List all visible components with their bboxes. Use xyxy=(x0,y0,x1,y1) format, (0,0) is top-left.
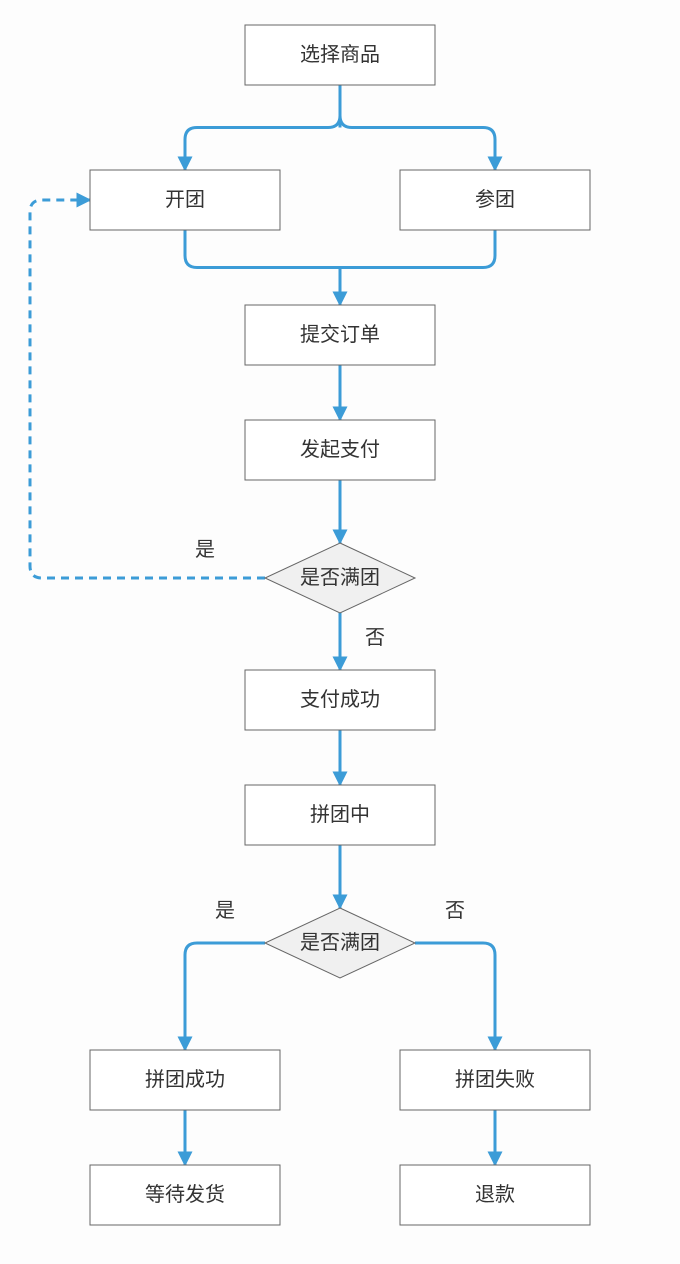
node-label-refund: 退款 xyxy=(475,1183,515,1206)
edge-select-join xyxy=(340,116,495,171)
node-label-full2: 是否满团 xyxy=(300,931,380,954)
node-label-open: 开团 xyxy=(165,189,205,211)
label-full1-yes: 是 xyxy=(195,539,215,561)
node-label-paid: 支付成功 xyxy=(300,688,380,711)
edge-join-merge xyxy=(340,230,495,268)
edge-select-open xyxy=(185,116,340,171)
edge-full1-yes xyxy=(30,200,265,578)
node-label-pay: 发起支付 xyxy=(300,438,380,461)
node-label-join: 参团 xyxy=(475,188,515,211)
node-label-submit: 提交订单 xyxy=(300,323,380,346)
flowchart-canvas: 选择商品开团参团提交订单发起支付是否满团支付成功拼团中是否满团拼团成功拼团失败等… xyxy=(0,0,680,1264)
node-label-full1: 是否满团 xyxy=(300,566,380,589)
edge-full2-no xyxy=(415,943,495,1050)
node-label-success: 拼团成功 xyxy=(145,1068,225,1091)
label-full1-no: 否 xyxy=(365,627,385,649)
label-full2-yes: 是 xyxy=(215,900,235,922)
node-label-grouping: 拼团中 xyxy=(310,803,370,826)
node-label-ship: 等待发货 xyxy=(145,1183,225,1206)
label-full2-no: 否 xyxy=(445,900,465,922)
node-label-fail: 拼团失败 xyxy=(455,1068,535,1091)
edge-open-merge xyxy=(185,230,340,268)
node-label-select: 选择商品 xyxy=(300,43,380,66)
edge-full2-yes xyxy=(185,943,265,1050)
